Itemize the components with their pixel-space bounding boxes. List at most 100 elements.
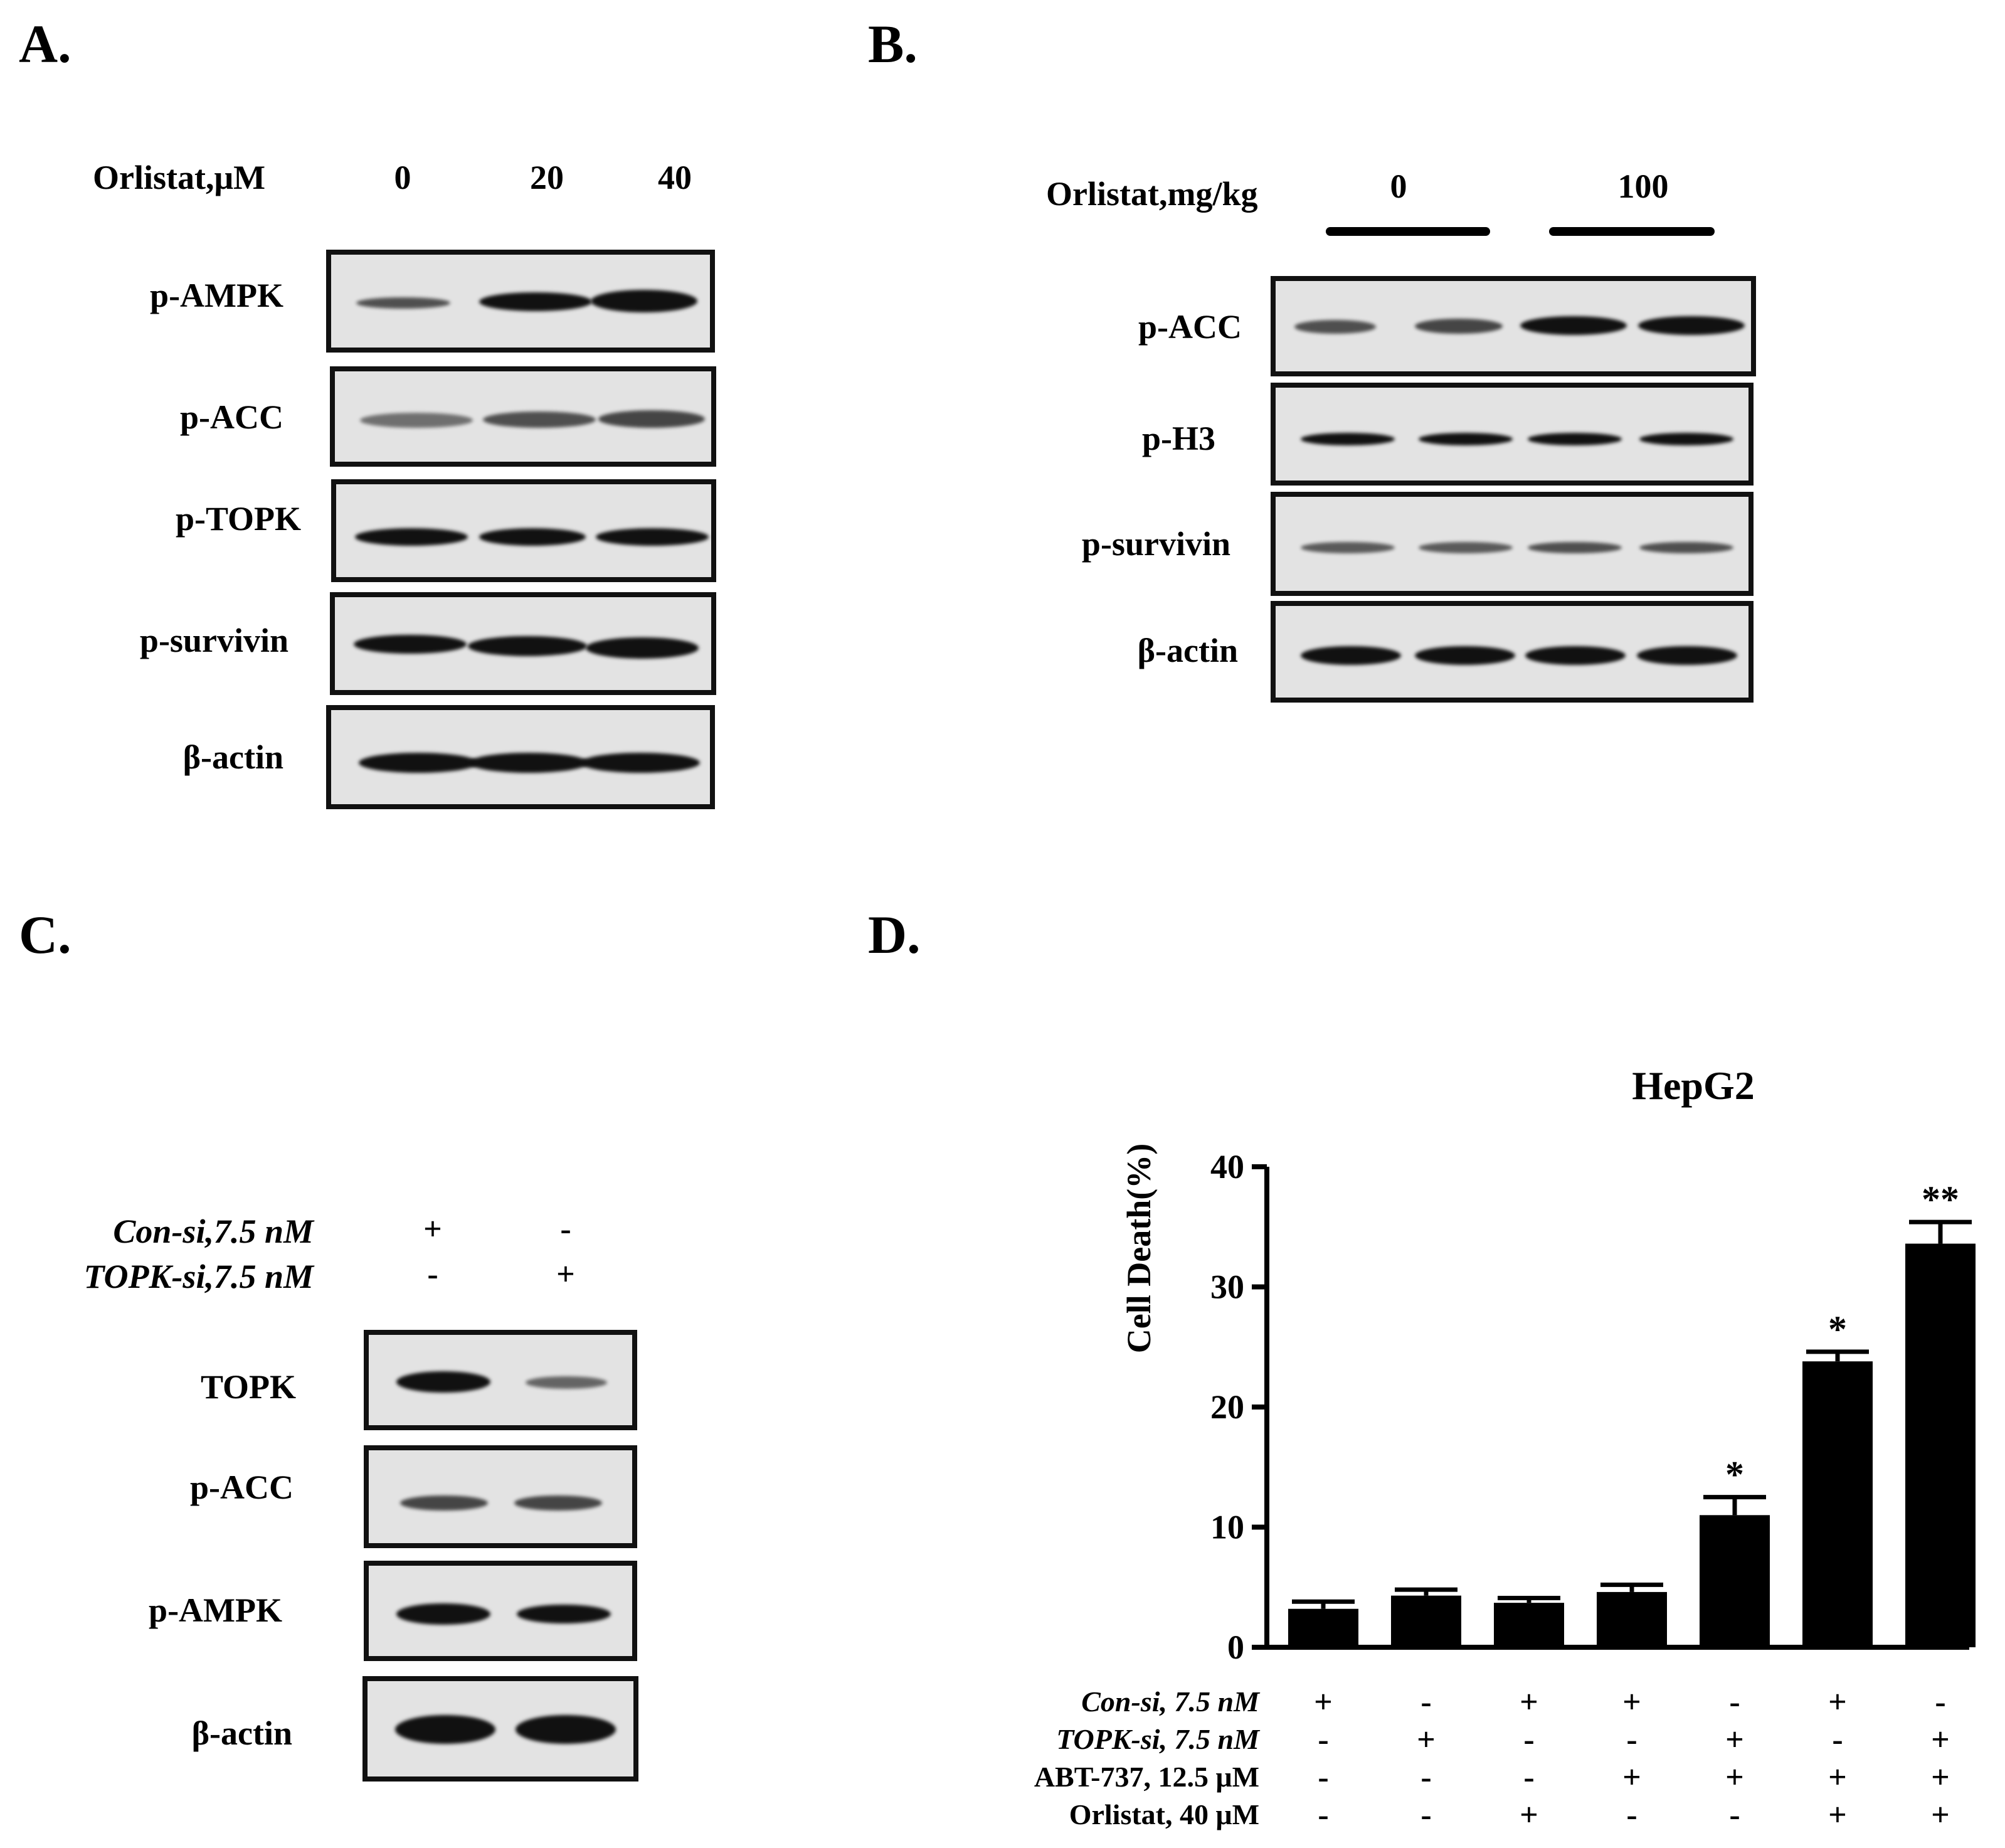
- protein-band: [1638, 316, 1745, 335]
- panel-b-letter: B.: [868, 14, 918, 74]
- panel-b-row-label: p-survivin: [1081, 525, 1230, 563]
- protein-band: [1525, 646, 1626, 665]
- western-blot-strip: [1271, 383, 1754, 486]
- panel-d-mark: +: [1931, 1760, 1950, 1795]
- panel-d-mark: +: [1828, 1797, 1847, 1833]
- western-blot-strip: [330, 366, 716, 467]
- panel-d-mark: +: [1931, 1722, 1950, 1758]
- western-blot-strip: [364, 1445, 637, 1548]
- panel-d-mark: -: [1832, 1722, 1843, 1758]
- bar: [1597, 1591, 1667, 1647]
- protein-band: [598, 410, 705, 428]
- western-blot-strip: [1271, 276, 1756, 376]
- protein-band: [596, 528, 709, 546]
- panel-d-mark: -: [1935, 1684, 1946, 1720]
- panel-d-mark: -: [1420, 1760, 1432, 1795]
- protein-band: [1520, 316, 1627, 335]
- protein-band: [591, 290, 697, 312]
- protein-band: [1528, 433, 1622, 445]
- y-axis-label: Cell Death(%): [1120, 1144, 1158, 1353]
- protein-band: [1419, 433, 1513, 445]
- protein-band: [1301, 646, 1401, 665]
- protein-band: [526, 1376, 607, 1389]
- bar: [1700, 1515, 1770, 1647]
- panel-d-mark: +: [1931, 1797, 1950, 1833]
- protein-band: [1301, 542, 1395, 553]
- protein-band: [395, 1715, 495, 1744]
- group-bracket: [1326, 227, 1490, 236]
- panel-d-mark: -: [1626, 1722, 1637, 1758]
- panel-d-mark: +: [1314, 1684, 1333, 1720]
- western-blot-strip: [364, 1330, 637, 1430]
- protein-band: [1301, 433, 1395, 445]
- protein-band: [1528, 542, 1622, 553]
- panel-a-row-label: β-actin: [183, 738, 283, 776]
- panel-d-mark: +: [1725, 1760, 1744, 1795]
- panel-d-mark: -: [1729, 1797, 1740, 1833]
- panel-c-mark: +: [423, 1211, 442, 1247]
- panel-c-condition-label: Con-si,7.5 nM: [113, 1213, 314, 1250]
- protein-band: [1637, 646, 1737, 665]
- bar: [1802, 1361, 1873, 1647]
- protein-band: [469, 753, 588, 773]
- panel-a-row-label: p-ACC: [179, 398, 283, 436]
- panel-d-mark: +: [1520, 1797, 1538, 1833]
- protein-band: [1415, 646, 1515, 665]
- panel-d-mark: +: [1417, 1722, 1436, 1758]
- panel-d-mark: -: [1420, 1797, 1432, 1833]
- y-tick-label: 40: [1210, 1148, 1244, 1186]
- panel-c-letter: C.: [19, 905, 71, 965]
- panel-c-row-label: TOPK: [200, 1368, 296, 1406]
- panel-c-row-label: p-AMPK: [149, 1591, 282, 1629]
- protein-band: [516, 1715, 616, 1744]
- panel-c-mark: -: [427, 1256, 438, 1292]
- protein-band: [355, 528, 468, 546]
- panel-a-row-label: p-TOPK: [175, 500, 301, 538]
- significance-marker: *: [1828, 1309, 1847, 1350]
- panel-a-lane-label: 20: [530, 159, 564, 196]
- panel-d-mark: -: [1523, 1722, 1535, 1758]
- protein-band: [483, 412, 596, 428]
- panel-d-mark: +: [1725, 1722, 1744, 1758]
- western-blot-strip: [330, 592, 716, 695]
- bar: [1494, 1603, 1564, 1647]
- panel-d-mark: -: [1420, 1684, 1432, 1720]
- panel-a-row-label: p-survivin: [139, 622, 288, 659]
- protein-band: [1294, 320, 1376, 334]
- protein-band: [356, 297, 450, 309]
- panel-d-condition-label: TOPK-si, 7.5 nM: [1056, 1723, 1259, 1755]
- y-tick-label: 10: [1210, 1509, 1244, 1546]
- panel-d-mark: -: [1626, 1797, 1637, 1833]
- protein-band: [396, 1603, 490, 1625]
- panel-a-lane-label: 0: [394, 159, 411, 196]
- chart-title: HepG2: [1632, 1063, 1755, 1108]
- chart-bars: ****: [1288, 1179, 1976, 1647]
- protein-band: [354, 635, 467, 654]
- panel-c-condition-label: TOPK-si,7.5 nM: [83, 1258, 314, 1295]
- western-blot-strip: [326, 705, 715, 809]
- western-blot-strip: [362, 1676, 638, 1782]
- protein-band: [586, 637, 699, 659]
- western-blot-strip: [1271, 601, 1754, 703]
- bar: [1905, 1243, 1976, 1647]
- panel-d-mark: -: [1318, 1722, 1329, 1758]
- group-bracket: [1549, 227, 1715, 236]
- protein-band: [479, 292, 592, 311]
- panel-d-mark: -: [1729, 1684, 1740, 1720]
- panel-b-condition-label: Orlistat,mg/kg: [1046, 175, 1258, 213]
- bar: [1391, 1595, 1461, 1647]
- panel-d-mark: +: [1622, 1760, 1641, 1795]
- panel-a-lane-label: 40: [658, 159, 692, 196]
- bar: [1288, 1608, 1358, 1647]
- protein-band: [400, 1495, 488, 1511]
- panel-b-group-label: 0: [1390, 167, 1407, 205]
- y-tick-label: 30: [1210, 1268, 1244, 1306]
- panel-d-mark: +: [1622, 1684, 1641, 1720]
- panel-b-group-label: 100: [1617, 167, 1669, 205]
- significance-marker: **: [1922, 1179, 1959, 1220]
- protein-band: [468, 636, 587, 656]
- panel-c-mark: -: [560, 1211, 571, 1247]
- western-blot-strip: [364, 1561, 637, 1661]
